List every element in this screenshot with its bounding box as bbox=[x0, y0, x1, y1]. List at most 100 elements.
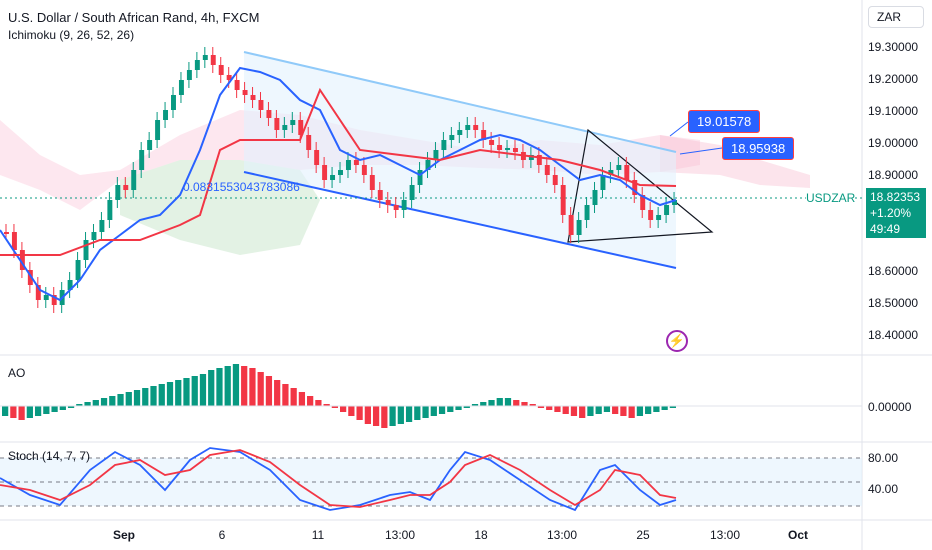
ao-bar bbox=[603, 406, 611, 412]
time-tick: Sep bbox=[112, 528, 136, 542]
ao-bar bbox=[504, 398, 512, 406]
price-tick: 18.60000 bbox=[868, 264, 919, 278]
ao-bar bbox=[653, 406, 660, 412]
time-tick: 13:00 bbox=[546, 528, 578, 542]
ao-bar bbox=[109, 396, 116, 406]
candle-body bbox=[576, 220, 582, 235]
ao-bar bbox=[389, 406, 396, 426]
candle-body bbox=[600, 175, 606, 190]
lightning-icon[interactable]: ⚡ bbox=[666, 330, 688, 352]
ao-bar bbox=[438, 406, 446, 414]
candle-body bbox=[473, 125, 479, 130]
ao-bar bbox=[570, 406, 578, 416]
candle-body bbox=[512, 148, 518, 152]
candle-body bbox=[457, 130, 463, 135]
candle-body bbox=[385, 200, 391, 205]
price-callout-lower[interactable]: 18.95938 bbox=[722, 137, 795, 160]
ao-bar bbox=[199, 374, 207, 406]
ao-bar bbox=[216, 368, 223, 406]
ao-bar bbox=[496, 398, 503, 406]
ao-bar bbox=[422, 406, 429, 418]
candle-body bbox=[528, 155, 534, 160]
ao-histogram bbox=[2, 364, 676, 428]
candle-body bbox=[83, 240, 89, 260]
candle-body bbox=[123, 185, 129, 190]
candle-body bbox=[290, 120, 296, 125]
candle-body bbox=[91, 232, 97, 240]
current-price-badge: 18.82353 +1.20% 49:49 bbox=[866, 188, 926, 238]
ao-bar bbox=[488, 400, 495, 406]
ao-bar bbox=[298, 392, 306, 406]
ao-bar bbox=[208, 370, 215, 406]
candle-body bbox=[672, 200, 677, 205]
price-tick: 18.50000 bbox=[868, 296, 919, 310]
ao-bar bbox=[67, 406, 75, 408]
candle-body bbox=[11, 232, 17, 250]
candle-body bbox=[377, 190, 383, 200]
price-tick: 19.00000 bbox=[868, 136, 919, 150]
candle-body bbox=[178, 80, 184, 95]
candle-body bbox=[171, 95, 176, 110]
channel-fill bbox=[244, 52, 676, 268]
candle-body bbox=[4, 232, 9, 234]
price-tick: 18.40000 bbox=[868, 328, 919, 342]
candle-body bbox=[314, 150, 320, 165]
candle-body bbox=[43, 295, 49, 300]
candle-body bbox=[107, 200, 113, 220]
ao-legend[interactable]: AO bbox=[8, 366, 26, 380]
candle-body bbox=[560, 185, 566, 215]
ao-bar bbox=[158, 384, 165, 406]
ichimoku-legend[interactable]: Ichimoku (9, 26, 52, 26) bbox=[8, 28, 135, 42]
ao-bar bbox=[92, 400, 99, 406]
candle-body bbox=[345, 160, 351, 170]
candle-body bbox=[640, 195, 646, 210]
candle-body bbox=[361, 165, 367, 175]
price-tick: 18.90000 bbox=[868, 168, 919, 182]
ao-bar bbox=[26, 406, 33, 418]
ao-bar bbox=[669, 406, 676, 408]
candle-body bbox=[139, 150, 145, 170]
candle-body bbox=[505, 148, 510, 150]
candle-body bbox=[536, 155, 542, 165]
candle-body bbox=[282, 125, 288, 130]
triangle-pattern bbox=[567, 128, 714, 243]
ao-bar bbox=[447, 406, 454, 412]
candle-body bbox=[425, 160, 431, 170]
price-callout-upper[interactable]: 19.01578 bbox=[688, 110, 761, 133]
ao-bar bbox=[51, 406, 58, 412]
currency-selector[interactable]: ZAR bbox=[868, 6, 924, 28]
ao-bar bbox=[142, 388, 149, 406]
time-tick: 11 bbox=[311, 528, 325, 542]
ao-bar bbox=[463, 406, 470, 408]
ao-bar bbox=[430, 406, 437, 416]
candle-body bbox=[298, 120, 304, 135]
candle-body bbox=[441, 140, 447, 150]
ao-bar bbox=[10, 406, 17, 418]
ao-bar bbox=[595, 406, 602, 414]
ao-bar bbox=[265, 376, 273, 406]
ao-bar bbox=[290, 388, 297, 406]
candle-body bbox=[75, 260, 81, 280]
candle-body bbox=[417, 170, 423, 185]
stoch-legend[interactable]: Stoch (14, 7, 7) bbox=[8, 449, 91, 463]
candle-body bbox=[497, 145, 503, 150]
ao-bar bbox=[34, 406, 42, 416]
candlesticks bbox=[4, 47, 677, 313]
ao-bar bbox=[471, 404, 479, 406]
candle-body bbox=[481, 130, 487, 140]
candle-body bbox=[115, 185, 121, 200]
ao-bar bbox=[348, 406, 355, 416]
ao-bar bbox=[521, 402, 528, 406]
ao-bar bbox=[397, 406, 404, 424]
channel-lower-line bbox=[243, 171, 677, 269]
price-tick: 19.10000 bbox=[868, 104, 919, 118]
time-tick: 6 bbox=[218, 528, 226, 542]
ao-bar bbox=[554, 406, 561, 412]
candle-body bbox=[258, 100, 264, 110]
ao-bar bbox=[587, 406, 594, 416]
ao-bar bbox=[18, 406, 25, 420]
ao-bar bbox=[224, 366, 231, 406]
candle-body bbox=[274, 118, 280, 130]
time-tick: 13:00 bbox=[384, 528, 416, 542]
